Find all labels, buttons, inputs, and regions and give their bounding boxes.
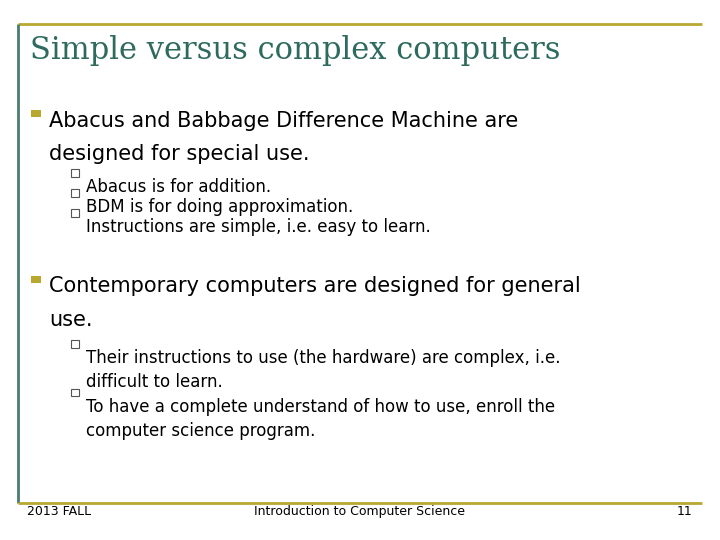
Bar: [71, 209, 78, 217]
Text: use.: use.: [49, 310, 92, 330]
Bar: [31, 275, 40, 283]
Text: Contemporary computers are designed for general: Contemporary computers are designed for …: [49, 276, 581, 296]
Bar: [71, 189, 78, 197]
Text: 11: 11: [677, 505, 693, 518]
Text: To have a complete understand of how to use, enroll the
computer science program: To have a complete understand of how to …: [86, 398, 556, 440]
Text: 2013 FALL: 2013 FALL: [27, 505, 91, 518]
Bar: [31, 110, 40, 117]
Text: Instructions are simple, i.e. easy to learn.: Instructions are simple, i.e. easy to le…: [86, 218, 431, 236]
Text: designed for special use.: designed for special use.: [49, 144, 310, 164]
Text: Introduction to Computer Science: Introduction to Computer Science: [254, 505, 466, 518]
Text: BDM is for doing approximation.: BDM is for doing approximation.: [86, 198, 354, 216]
Text: Their instructions to use (the hardware) are complex, i.e.
difficult to learn.: Their instructions to use (the hardware)…: [86, 349, 561, 391]
Bar: [71, 340, 78, 348]
Text: Abacus and Babbage Difference Machine are: Abacus and Babbage Difference Machine ar…: [49, 111, 518, 131]
Text: Simple versus complex computers: Simple versus complex computers: [30, 35, 561, 66]
Text: Abacus is for addition.: Abacus is for addition.: [86, 178, 271, 196]
Bar: [71, 169, 78, 177]
Bar: [71, 389, 78, 396]
